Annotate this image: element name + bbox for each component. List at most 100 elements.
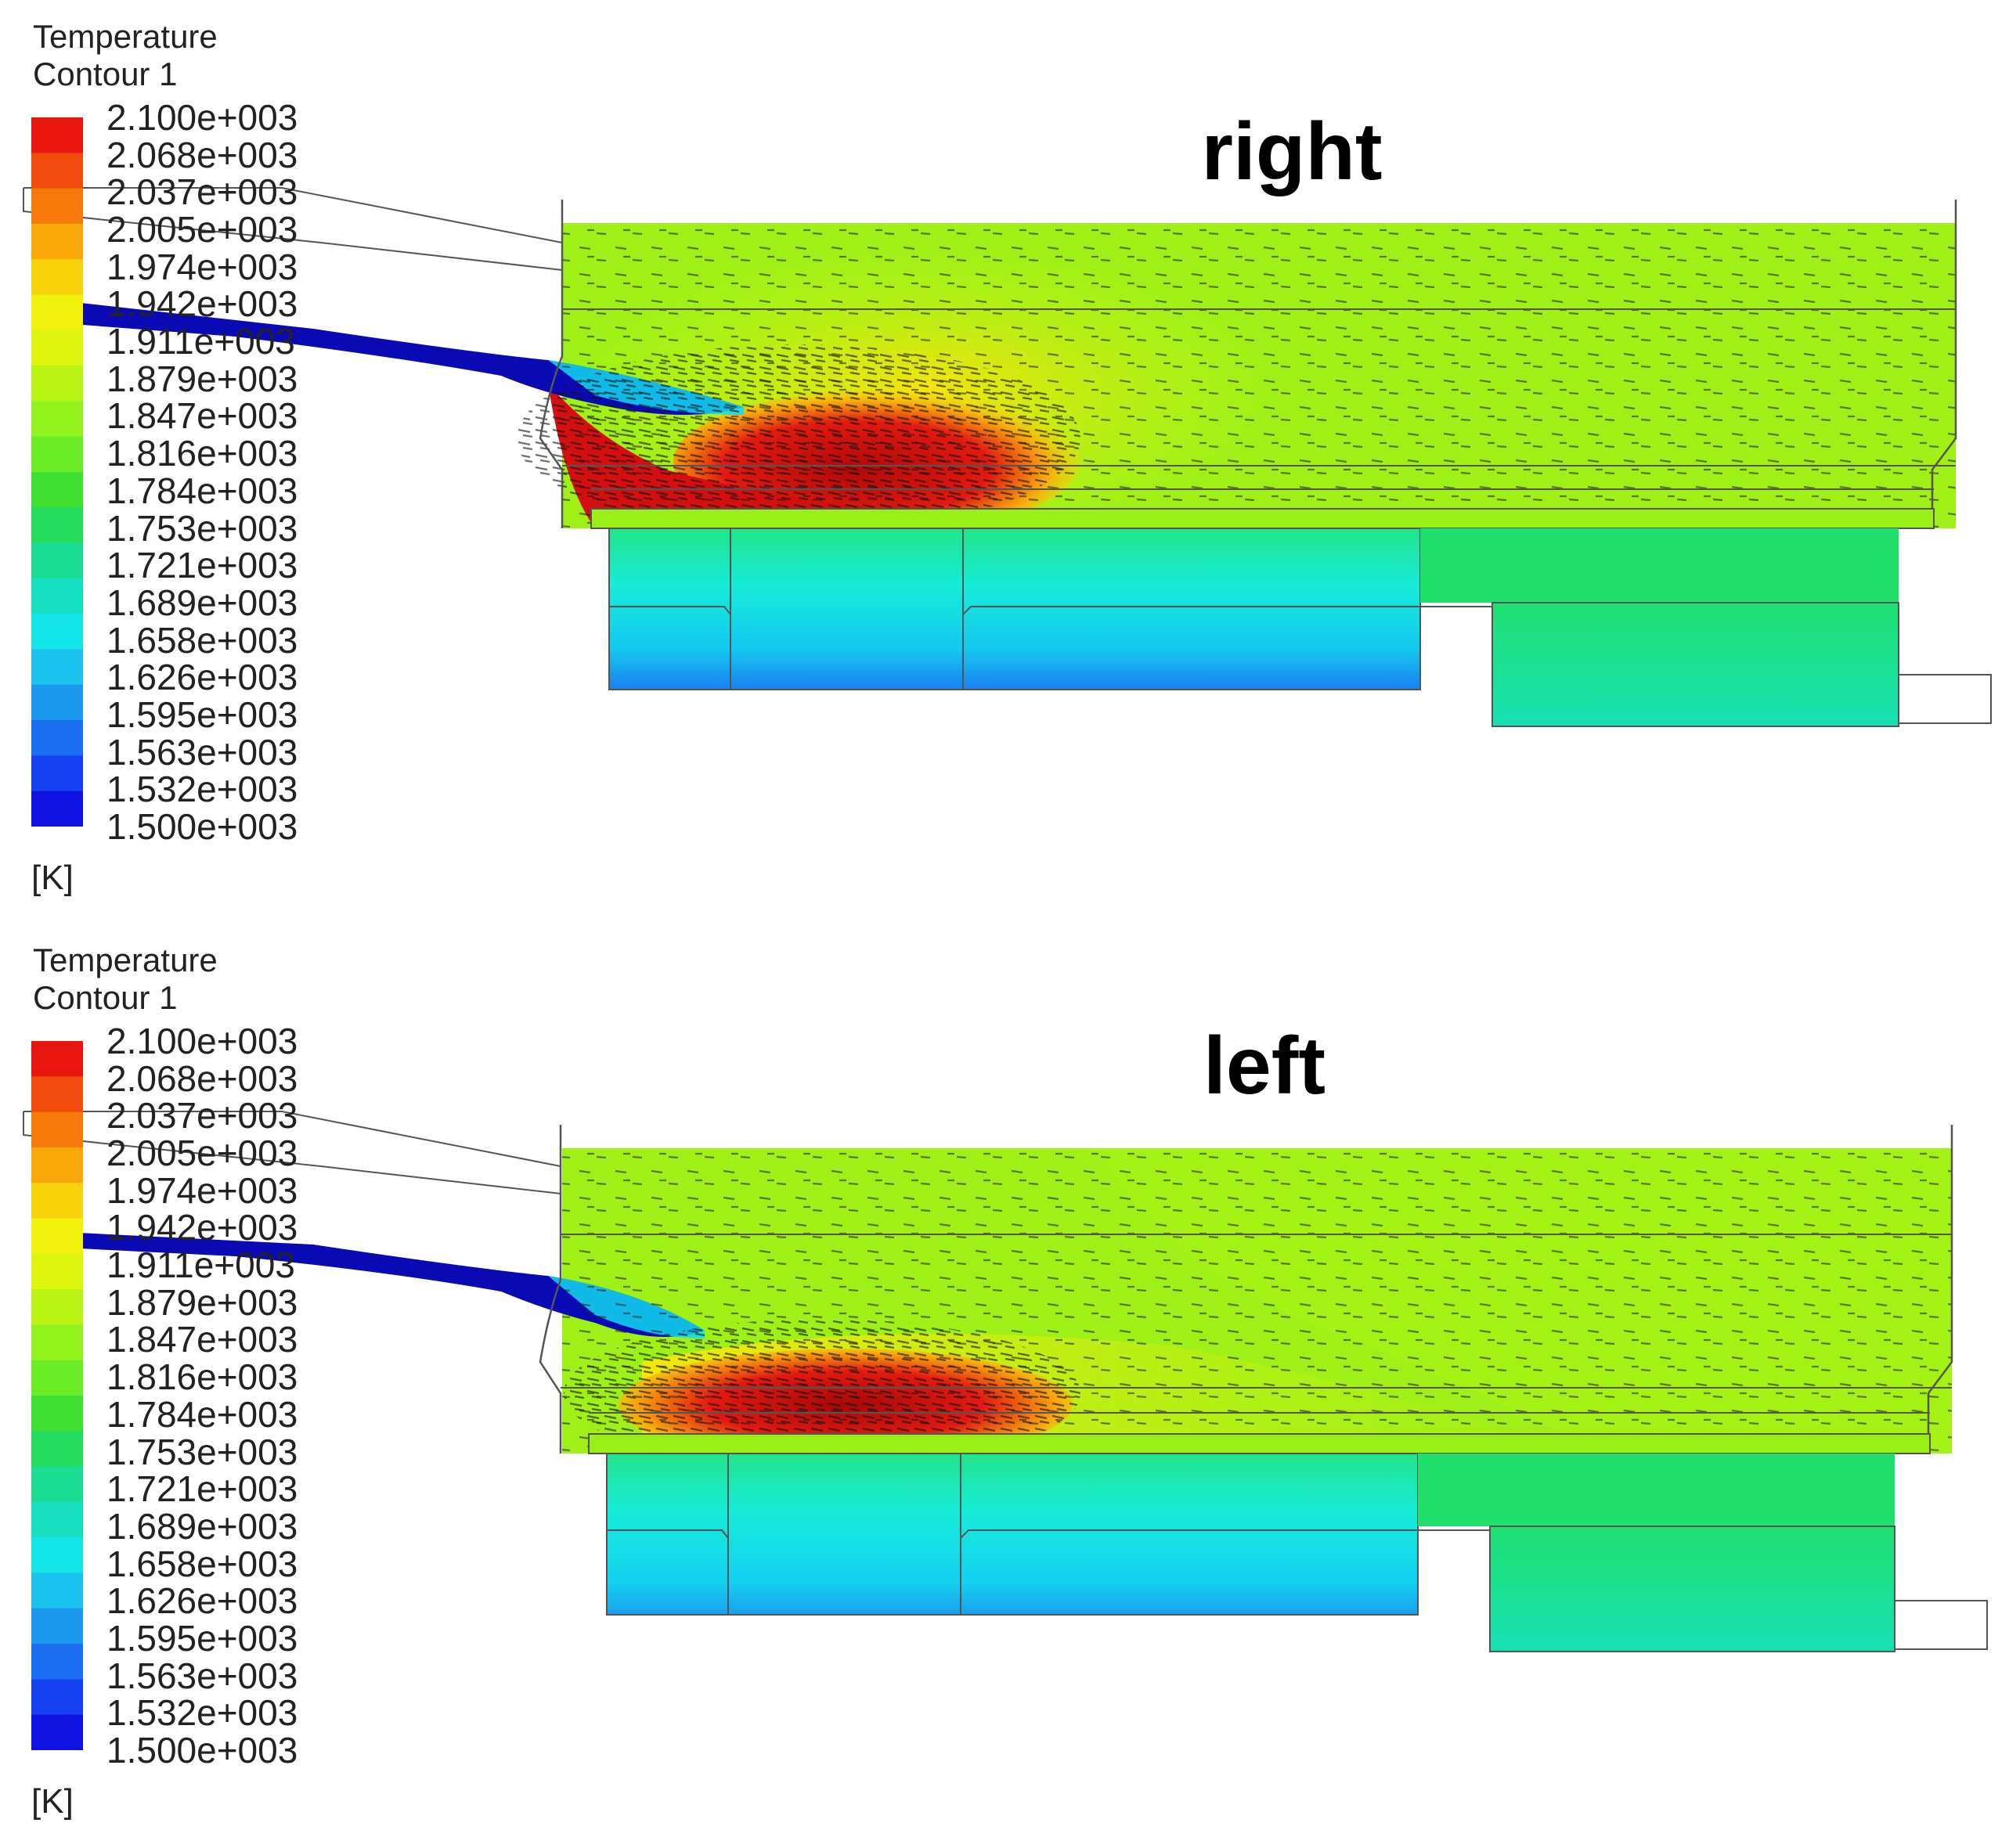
colorbar-band: [31, 366, 83, 402]
colorbar-tick-label: 2.005e+003: [106, 209, 298, 250]
colorbar-band: [31, 507, 83, 544]
colorbar-tick-label: 1.974e+003: [106, 246, 298, 287]
colorbar-tick-label: 2.037e+003: [106, 1095, 298, 1137]
legend-title: Temperature: [33, 942, 218, 978]
legend-subtitle: Contour 1: [33, 56, 178, 92]
colorbar-band: [31, 472, 83, 508]
colorbar-band: [31, 188, 83, 225]
colorbar-tick-label: 1.974e+003: [106, 1169, 298, 1211]
colorbar-tick-label: 1.532e+003: [106, 769, 298, 810]
lower-tank-top-band: [1418, 1454, 1895, 1526]
colorbar-band: [31, 1572, 83, 1609]
colorbar-band: [31, 1466, 83, 1503]
colorbar-tick-label: 1.532e+003: [106, 1692, 298, 1734]
panel-title: right: [1201, 106, 1383, 197]
colorbar-tick-label: 1.847e+003: [106, 1319, 298, 1360]
lower-tank-top-band: [1420, 528, 1899, 603]
colorbar-tick-label: 2.068e+003: [106, 134, 298, 175]
colorbar-tick-label: 1.500e+003: [106, 806, 298, 847]
colorbar-band: [31, 1289, 83, 1325]
lower-tank-1: [608, 528, 1421, 690]
colorbar-tick-label: 1.626e+003: [106, 657, 298, 698]
panel-right: Temperature Contour 1 [K] right 2.100e+0…: [23, 18, 1992, 897]
colorbar-tick-label: 1.563e+003: [106, 731, 298, 773]
colorbar: [31, 117, 83, 827]
colorbar-tick-label: 1.595e+003: [106, 693, 298, 735]
colorbar-tick-label: 1.911e+003: [106, 321, 295, 362]
colorbar-band: [31, 330, 83, 366]
colorbar-tick-label: 1.879e+003: [106, 1281, 298, 1323]
colorbar-band: [31, 294, 83, 331]
colorbar-tick-label: 1.753e+003: [106, 507, 298, 549]
velocity-vectors-dense: [564, 1319, 1080, 1468]
colorbar-band: [31, 1679, 83, 1716]
colorbar-band: [31, 1218, 83, 1255]
colorbar-tick-label: 1.595e+003: [106, 1617, 298, 1659]
colorbar-band: [31, 259, 83, 296]
colorbar-tick-label: 1.500e+003: [106, 1730, 298, 1771]
colorbar-tick-label: 1.721e+003: [106, 1468, 298, 1510]
colorbar-band: [31, 436, 83, 473]
lower-tank-2: [1489, 1526, 1895, 1652]
leader-lines: [23, 1111, 561, 1194]
panel-left: Temperature Contour 1 [K] left 2.100e+00…: [0, 924, 2009, 1847]
colorbar-tick-label: 2.100e+003: [106, 1021, 298, 1061]
colorbar-band: [31, 1253, 83, 1290]
colorbar-band: [31, 153, 83, 189]
chamber-outline: [539, 200, 1957, 528]
colorbar-band: [31, 1183, 83, 1219]
velocity-vectors-dense: [517, 344, 1080, 532]
colorbar-tick-label: 2.005e+003: [106, 1133, 298, 1174]
colorbar-tick-label: 1.784e+003: [106, 1393, 298, 1435]
colorbar-band: [31, 614, 83, 650]
colorbar-band: [31, 1431, 83, 1468]
colorbar-tick-label: 1.816e+003: [106, 433, 298, 474]
colorbar-band: [31, 1608, 83, 1644]
panel-title: left: [1203, 1021, 1326, 1111]
colorbar-band: [31, 1644, 83, 1680]
colorbar-band: [31, 791, 83, 827]
colorbar-band: [31, 684, 83, 721]
lower-tank-2: [1491, 602, 1899, 727]
colorbar-tick-label: 1.658e+003: [106, 619, 298, 661]
colorbar-tick-label: 1.563e+003: [106, 1655, 298, 1696]
colorbar-band: [31, 1714, 83, 1750]
legend-unit: [K]: [31, 859, 74, 897]
outlet-box: [1894, 1600, 1988, 1650]
colorbar-band: [31, 1076, 83, 1113]
colorbar-tick-label: 1.942e+003: [106, 1207, 298, 1248]
colorbar-tick-label: 2.068e+003: [106, 1057, 298, 1099]
colorbar-tick-label: 1.721e+003: [106, 545, 298, 586]
contour-plot-left: [23, 1111, 1988, 1652]
chamber-floor: [590, 508, 1935, 529]
colorbar-tick-label: 1.879e+003: [106, 358, 298, 399]
colorbar-tick-label: 1.689e+003: [106, 1505, 298, 1547]
colorbar-band: [31, 578, 83, 614]
colorbar-band: [31, 1041, 83, 1077]
chamber-floor: [588, 1433, 1931, 1454]
colorbar-tick-label: 1.753e+003: [106, 1431, 298, 1472]
colorbar-band: [31, 755, 83, 792]
colorbar-band: [31, 1147, 83, 1183]
colorbar-tick-label: 1.689e+003: [106, 582, 298, 623]
colorbar-band: [31, 542, 83, 579]
colorbar: [31, 1041, 83, 1750]
chamber-outline: [539, 1125, 1953, 1454]
colorbar-tick-label: 1.911e+003: [106, 1245, 295, 1286]
colorbar-tick-label: 1.942e+003: [106, 283, 298, 325]
colorbar-band: [31, 1360, 83, 1396]
lower-tank-1: [606, 1453, 1419, 1616]
colorbar-band: [31, 1396, 83, 1432]
colorbar-tick-label: 1.658e+003: [106, 1543, 298, 1584]
colorbar-tick-label: 2.037e+003: [106, 171, 298, 213]
legend-title: Temperature: [33, 18, 218, 55]
legend-unit: [K]: [31, 1782, 74, 1821]
colorbar-tick-label: 1.626e+003: [106, 1580, 298, 1622]
colorbar-tick-label: 1.816e+003: [106, 1356, 298, 1398]
colorbar-band: [31, 401, 83, 438]
outlet-box: [1898, 674, 1992, 724]
colorbar-band: [31, 1111, 83, 1148]
colorbar-band: [31, 117, 83, 153]
colorbar-band: [31, 1537, 83, 1574]
colorbar-band: [31, 720, 83, 756]
